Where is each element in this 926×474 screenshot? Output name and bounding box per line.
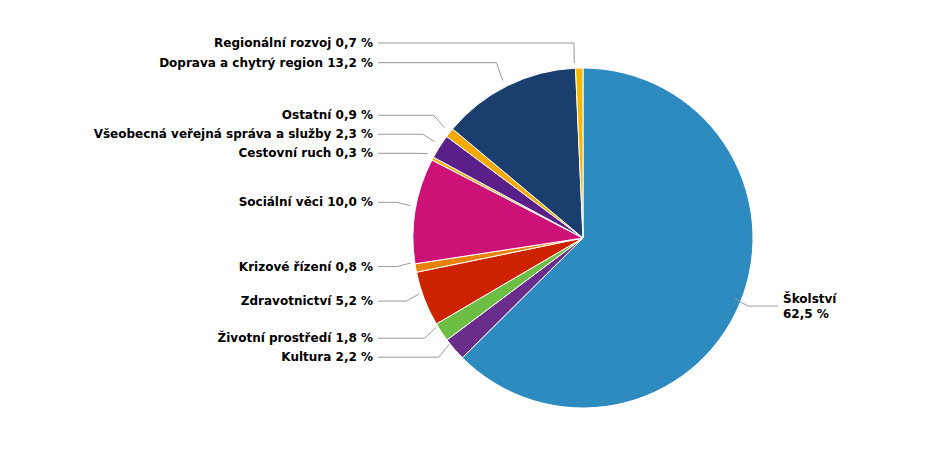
svg-text:Ostatní 0,9 %: Ostatní 0,9 %: [282, 108, 373, 122]
svg-text:Školství62,5 %: Školství62,5 %: [783, 291, 837, 321]
svg-text:Krizové řízení 0,8 %: Krizové řízení 0,8 %: [239, 260, 373, 274]
svg-text:Regionální rozvoj 0,7 %: Regionální rozvoj 0,7 %: [214, 36, 373, 50]
svg-text:Kultura 2,2 %: Kultura 2,2 %: [281, 350, 373, 364]
svg-text:Cestovní ruch 0,3 %: Cestovní ruch 0,3 %: [239, 146, 373, 160]
svg-text:Zdravotnictví 5,2 %: Zdravotnictví 5,2 %: [241, 294, 373, 308]
svg-text:Životní prostředí 1,8 %: Životní prostředí 1,8 %: [218, 330, 373, 345]
svg-text:Všeobecná veřejná správa a slu: Všeobecná veřejná správa a služby 2,3 %: [94, 127, 373, 141]
svg-text:Sociální věci 10,0 %: Sociální věci 10,0 %: [239, 195, 373, 209]
svg-text:Doprava a chytrý region 13,2 %: Doprava a chytrý region 13,2 %: [159, 56, 373, 70]
